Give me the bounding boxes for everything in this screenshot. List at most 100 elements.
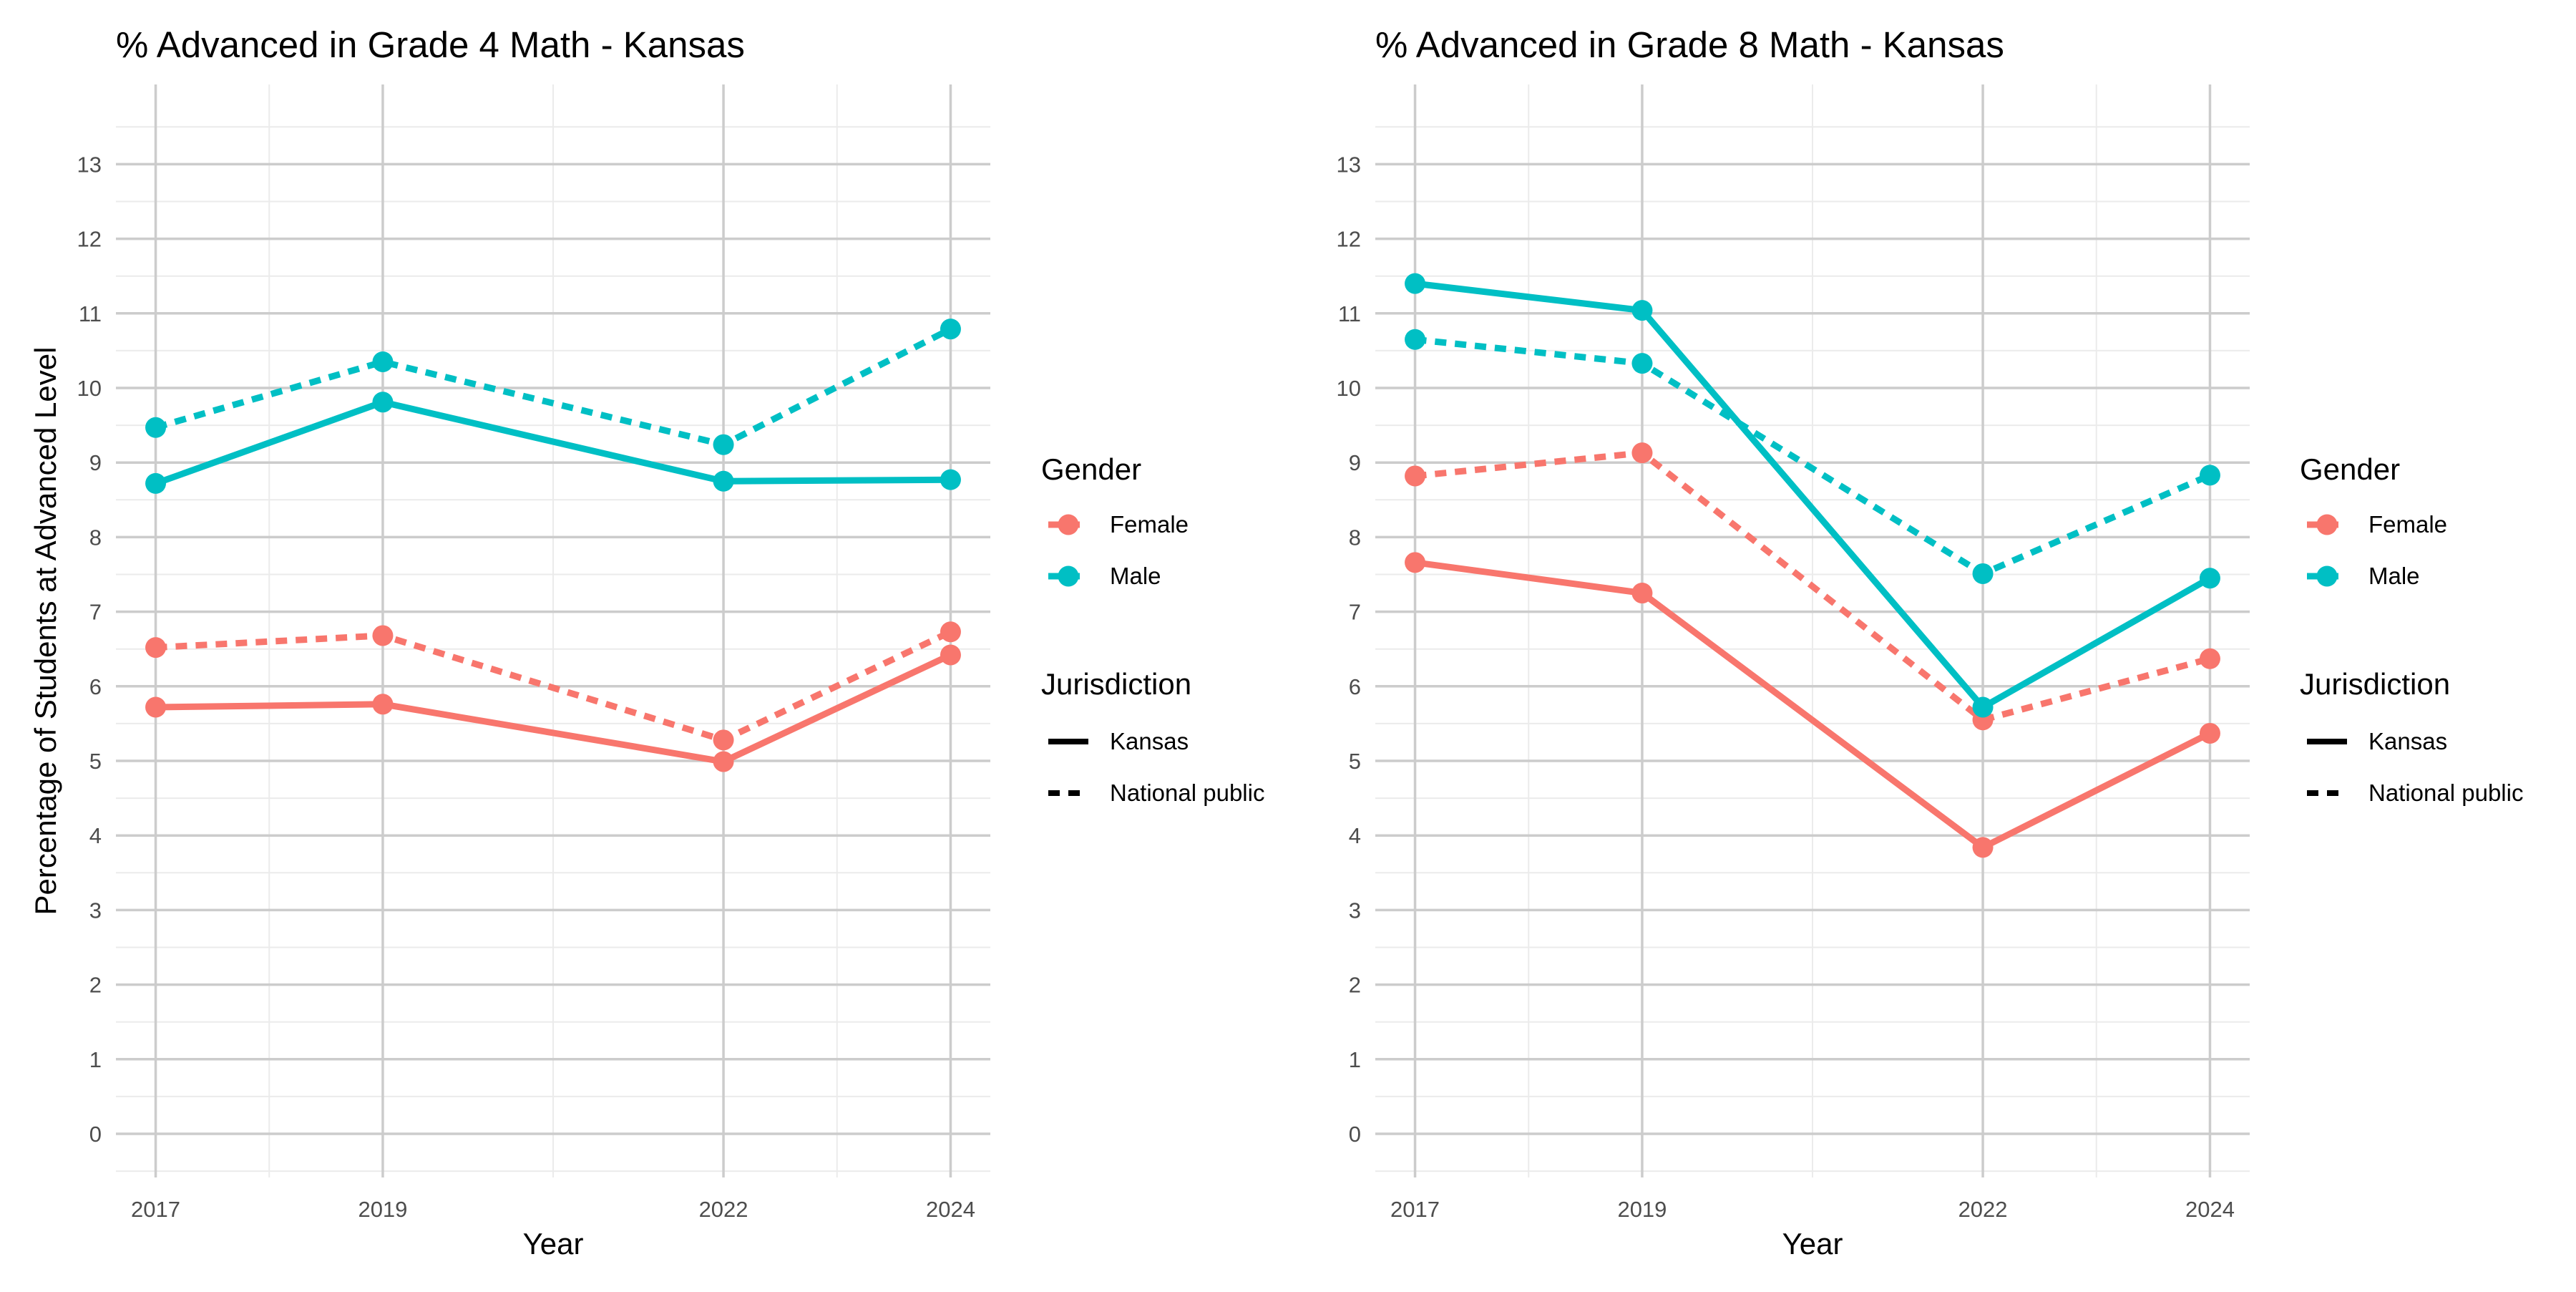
data-point-male bbox=[372, 351, 394, 373]
legend-label-jurisdiction: Kansas bbox=[2368, 728, 2447, 754]
x-tick-label: 2022 bbox=[699, 1197, 748, 1222]
x-tick-label: 2017 bbox=[1390, 1197, 1440, 1222]
data-point-female bbox=[1631, 442, 1653, 464]
legend-key-point bbox=[2316, 565, 2338, 587]
legend-key-point bbox=[1058, 565, 1079, 587]
data-point-female bbox=[940, 621, 961, 643]
y-axis-label: Percentage of Students at Advanced Level bbox=[29, 347, 62, 915]
legend-title-gender: Gender bbox=[2300, 452, 2400, 486]
y-tick-label: 11 bbox=[79, 301, 102, 326]
data-point-male bbox=[2199, 465, 2220, 486]
y-tick-label: 11 bbox=[1338, 301, 1361, 326]
y-tick-label: 12 bbox=[77, 227, 102, 252]
data-point-male bbox=[1405, 329, 1426, 350]
data-point-male bbox=[145, 417, 167, 438]
series-line-female-kansas bbox=[155, 651, 952, 765]
data-point-female bbox=[1972, 837, 1994, 858]
y-tick-label: 9 bbox=[1349, 450, 1361, 475]
y-tick-label: 4 bbox=[1349, 823, 1361, 848]
data-point-female bbox=[713, 751, 734, 772]
legend-title-gender: Gender bbox=[1041, 452, 1141, 486]
y-tick-label: 7 bbox=[89, 600, 102, 625]
series-line-male-national-public bbox=[155, 326, 952, 448]
data-point-female bbox=[372, 694, 394, 715]
data-point-male bbox=[713, 470, 734, 492]
series-line-male-kansas bbox=[1414, 280, 2212, 711]
x-axis-label: Year bbox=[1782, 1227, 1843, 1261]
y-tick-label: 13 bbox=[1337, 152, 1361, 177]
x-tick-label: 2017 bbox=[131, 1197, 180, 1222]
data-point-female bbox=[372, 625, 394, 646]
data-point-male bbox=[1972, 563, 1994, 584]
y-tick-label: 3 bbox=[1349, 898, 1361, 923]
y-tick-label: 5 bbox=[1349, 749, 1361, 774]
legend-label-jurisdiction: National public bbox=[1110, 779, 1264, 806]
data-point-female bbox=[2199, 722, 2220, 744]
legend-title-jurisdiction: Jurisdiction bbox=[1041, 667, 1191, 701]
y-tick-label: 8 bbox=[1349, 525, 1361, 550]
y-tick-label: 6 bbox=[1349, 674, 1361, 699]
data-point-female bbox=[145, 696, 167, 718]
chart-title: % Advanced in Grade 8 Math - Kansas bbox=[1375, 24, 2004, 65]
legend-label-gender: Male bbox=[1110, 563, 1161, 589]
legend-label-jurisdiction: National public bbox=[2368, 779, 2523, 806]
data-point-male bbox=[145, 472, 167, 494]
y-tick-label: 7 bbox=[1349, 600, 1361, 625]
y-tick-label: 12 bbox=[1337, 227, 1361, 252]
legend-label-jurisdiction: Kansas bbox=[1110, 728, 1189, 754]
x-tick-label: 2024 bbox=[2185, 1197, 2235, 1222]
y-tick-label: 6 bbox=[89, 674, 102, 699]
data-point-male bbox=[1631, 353, 1653, 374]
x-tick-label: 2019 bbox=[1617, 1197, 1667, 1222]
chart-title: % Advanced in Grade 4 Math - Kansas bbox=[116, 24, 745, 65]
data-point-female bbox=[1405, 552, 1426, 573]
legend-label-gender: Female bbox=[2368, 511, 2447, 538]
data-point-male bbox=[1631, 300, 1653, 321]
y-tick-label: 10 bbox=[77, 376, 102, 401]
y-tick-label: 4 bbox=[89, 823, 102, 848]
y-tick-label: 3 bbox=[89, 898, 102, 923]
series-line-male-kansas bbox=[154, 399, 951, 487]
y-tick-label: 2 bbox=[1349, 973, 1361, 998]
data-point-female bbox=[145, 637, 167, 659]
y-tick-label: 5 bbox=[89, 749, 102, 774]
legend-key-point bbox=[2316, 514, 2338, 535]
x-axis-label: Year bbox=[523, 1227, 584, 1261]
y-tick-label: 1 bbox=[89, 1047, 102, 1072]
data-point-male bbox=[372, 392, 394, 413]
y-tick-label: 13 bbox=[77, 152, 102, 177]
series-line-male-national-public bbox=[1415, 336, 2212, 577]
y-tick-label: 9 bbox=[89, 450, 102, 475]
legend-key-point bbox=[1058, 514, 1079, 535]
x-tick-label: 2019 bbox=[358, 1197, 407, 1222]
series-line-female-kansas bbox=[1414, 559, 2212, 851]
series-line-female-national-public bbox=[155, 628, 952, 744]
x-tick-label: 2022 bbox=[1958, 1197, 2008, 1222]
data-point-male bbox=[1405, 273, 1426, 294]
data-point-female bbox=[1631, 583, 1653, 604]
y-tick-label: 10 bbox=[1337, 376, 1361, 401]
y-tick-label: 8 bbox=[89, 525, 102, 550]
data-point-female bbox=[1405, 465, 1426, 487]
y-tick-label: 0 bbox=[1349, 1122, 1361, 1147]
data-point-female bbox=[940, 644, 961, 666]
y-tick-label: 2 bbox=[89, 973, 102, 998]
y-tick-label: 0 bbox=[89, 1122, 102, 1147]
data-point-male bbox=[940, 469, 961, 490]
data-point-female bbox=[2199, 648, 2220, 669]
data-point-male bbox=[940, 319, 961, 340]
y-tick-label: 1 bbox=[1349, 1047, 1361, 1072]
series-line-female-national-public bbox=[1415, 450, 2211, 724]
legend-title-jurisdiction: Jurisdiction bbox=[2300, 667, 2450, 701]
data-point-female bbox=[713, 729, 734, 751]
x-tick-label: 2024 bbox=[926, 1197, 975, 1222]
legend-label-gender: Male bbox=[2368, 563, 2420, 589]
data-point-male bbox=[713, 434, 734, 455]
data-point-male bbox=[1972, 696, 1994, 718]
legend-label-gender: Female bbox=[1110, 511, 1189, 538]
data-point-male bbox=[2199, 568, 2220, 589]
